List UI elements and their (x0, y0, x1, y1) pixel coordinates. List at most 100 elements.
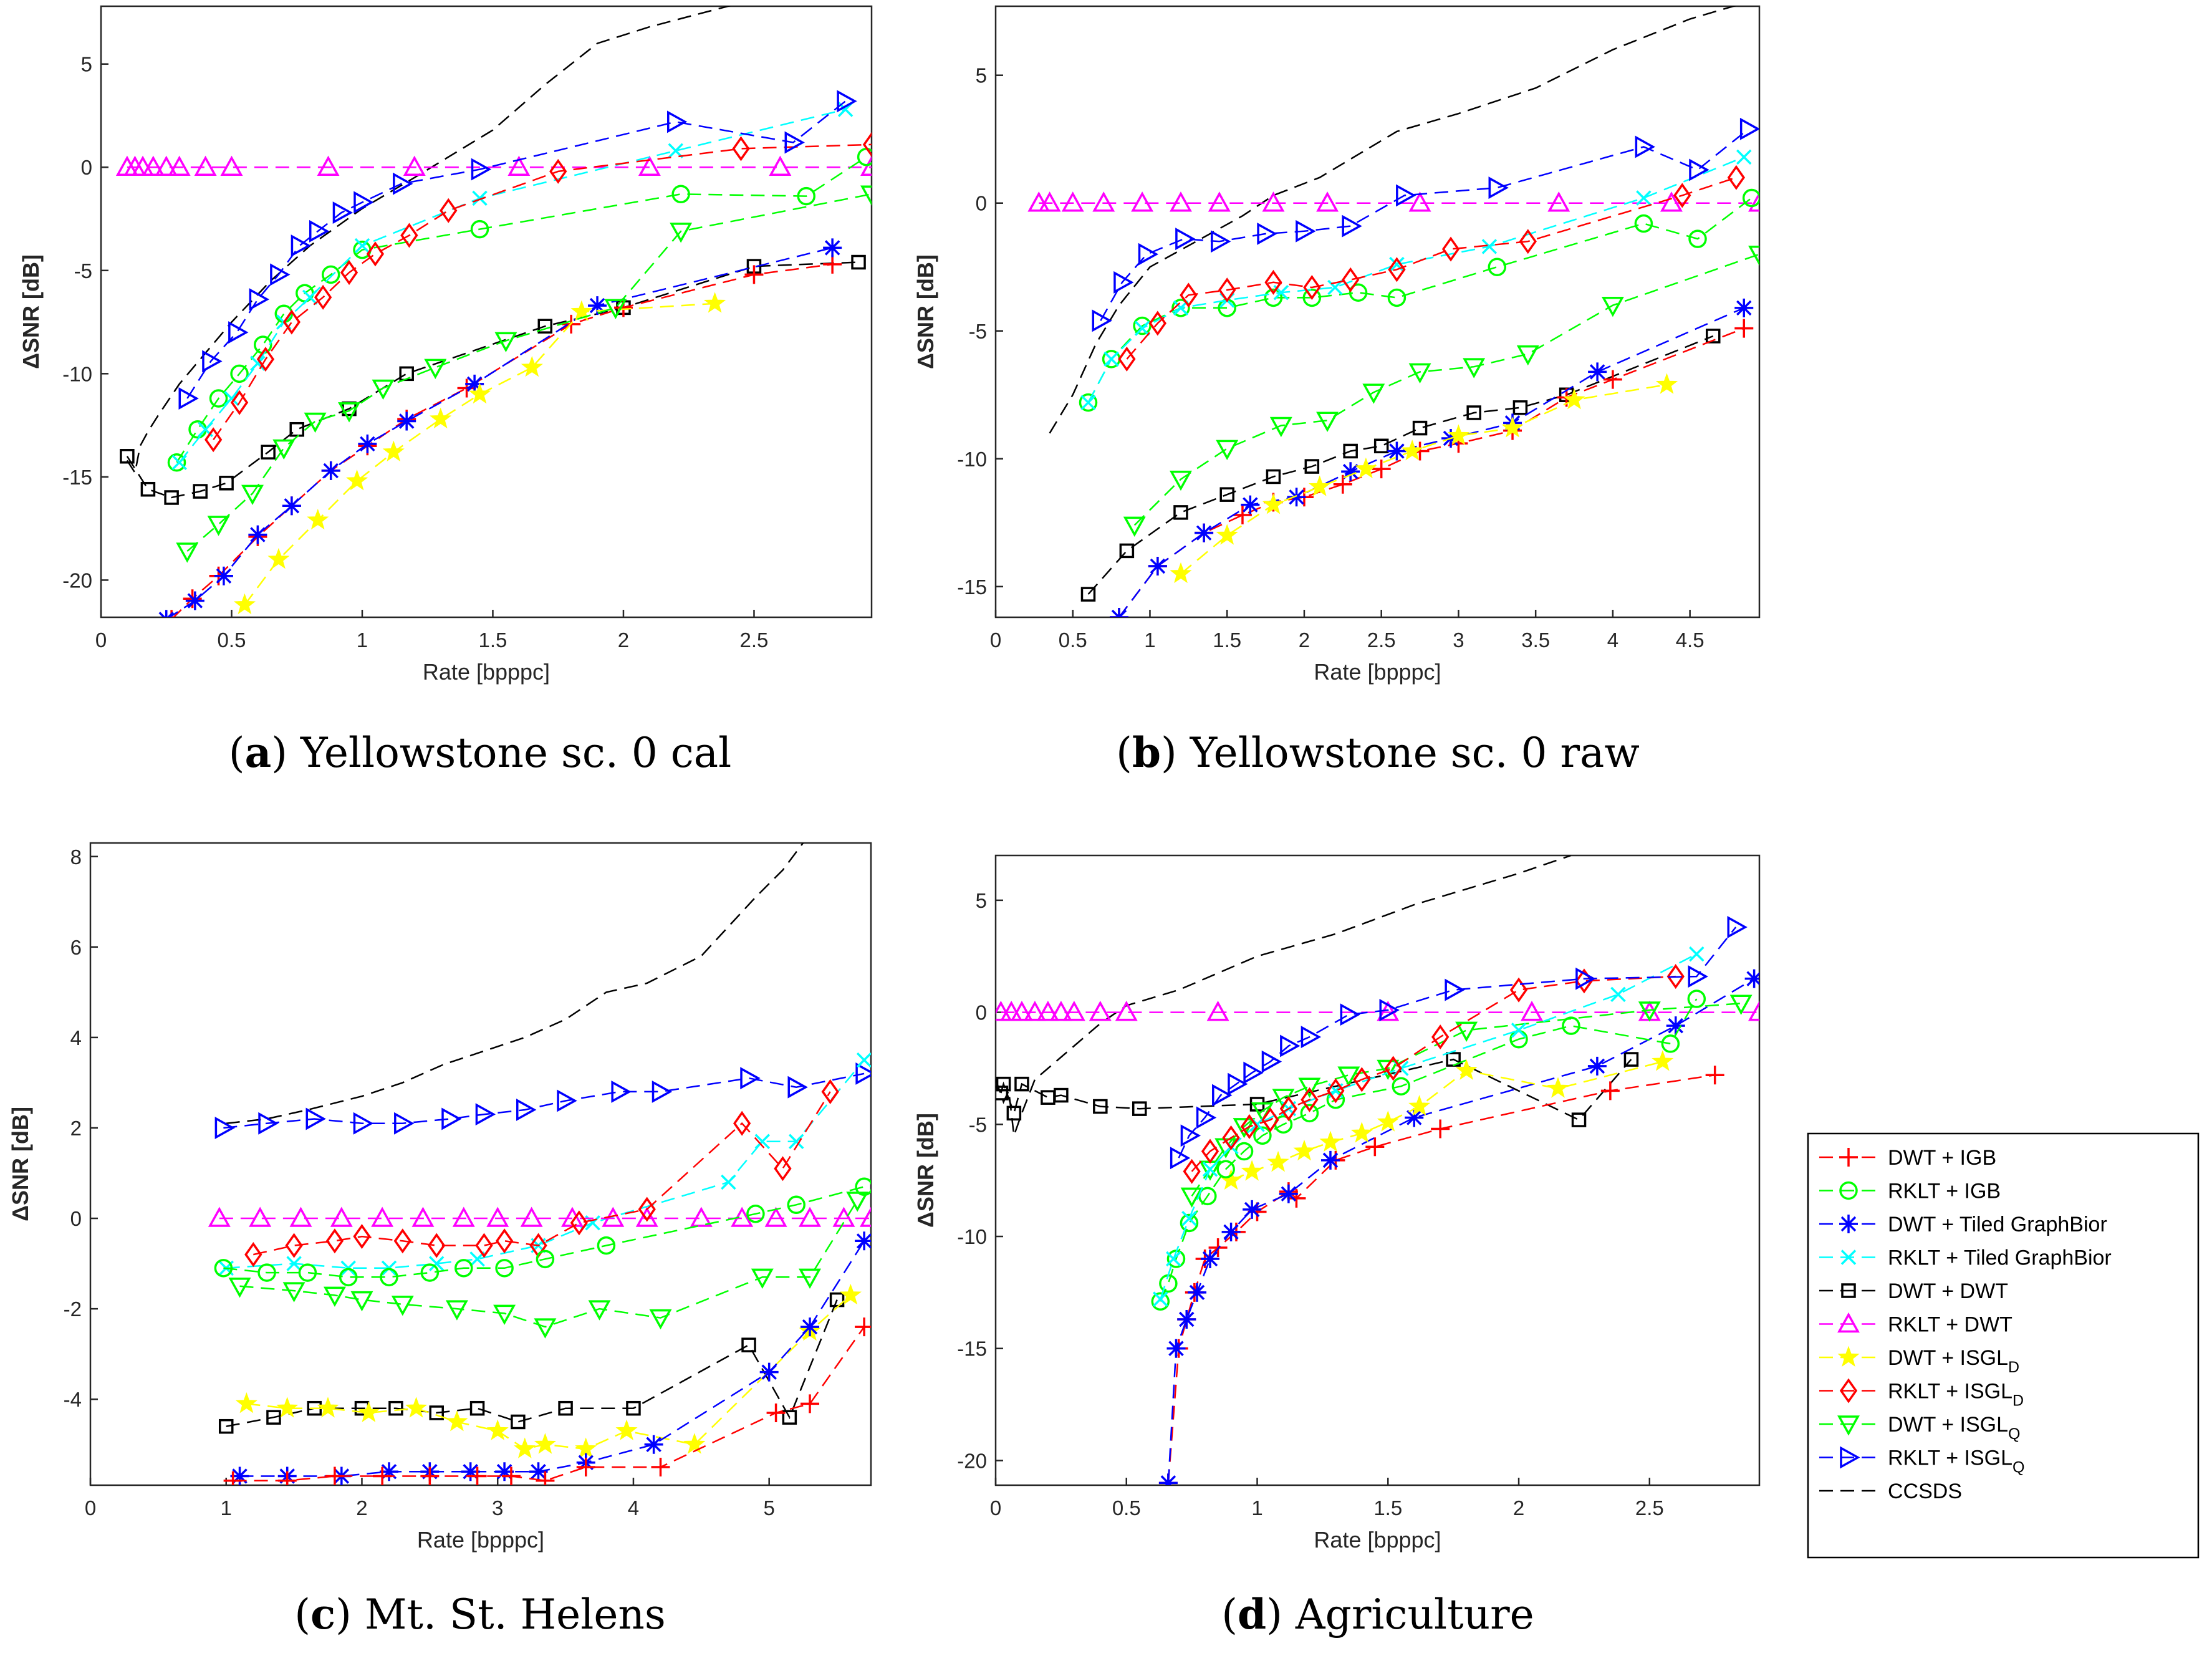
data-point-rklt-dwt (690, 1206, 713, 1227)
data-point-dwt-isgl-d (514, 1437, 536, 1458)
y-tick-label: -5 (74, 259, 92, 282)
data-point-dwt-tiled-graphbior (588, 296, 607, 315)
legend: DWT + IGB RKLT + IGB DWT + Tiled GraphBior… (1807, 1132, 2200, 1559)
data-point-dwt-dwt (399, 366, 414, 382)
series-line-rklt-igb (1160, 998, 1698, 1302)
data-point-rklt-isgl-q (1396, 184, 1416, 207)
data-point-dwt-dwt (193, 484, 208, 499)
legend-entry-rklt-igb: RKLT + IGB (1819, 1180, 2001, 1203)
y-tick-label: -10 (957, 448, 987, 471)
data-point-dwt-isgl-d (382, 440, 405, 462)
data-point-dwt-dwt (1571, 1112, 1587, 1127)
data-point-rklt-isgl-q (787, 1076, 808, 1099)
x-tick-label: 0.5 (1112, 1496, 1141, 1519)
data-point-dwt-dwt (469, 1400, 485, 1416)
data-point-rklt-dwt (168, 155, 191, 176)
data-point-dwt-isgl-q (1337, 1066, 1360, 1087)
data-point-rklt-igb (1392, 1077, 1411, 1095)
data-point-dwt-isgl-d (1350, 1122, 1373, 1143)
data-point-rklt-isgl-d (475, 1233, 493, 1258)
data-point-rklt-isgl-q (353, 191, 374, 214)
data-point-rklt-isgl-d (325, 1228, 344, 1254)
series-line-dwt-dwt (226, 1299, 838, 1427)
data-point-rklt-isgl-d (314, 284, 332, 310)
data-point-rklt-isgl-q (1739, 117, 1759, 140)
data-point-dwt-isgl-q (1298, 1077, 1321, 1098)
data-point-dwt-isgl-d (1267, 1150, 1289, 1172)
data-point-dwt-dwt (626, 1400, 641, 1416)
data-point-dwt-dwt (537, 319, 553, 334)
data-point-dwt-tiled-graphbior (1341, 462, 1360, 481)
data-point-rklt-igb (1687, 989, 1706, 1008)
x-tick-label: 2 (1299, 628, 1310, 652)
data-point-dwt-igb (1600, 1081, 1620, 1100)
data-point-rklt-dwt (860, 155, 872, 176)
x-tick-label: 0 (990, 1496, 1001, 1519)
y-axis-label: ΔSNR [dB] (7, 1107, 33, 1221)
data-point-dwt-isgl-q (1408, 363, 1431, 383)
data-point-dwt-igb (801, 1394, 820, 1413)
series-line-rklt-igb (1087, 197, 1753, 403)
x-axis-label: Rate [bpppc] (1314, 1527, 1441, 1553)
data-point-rklt-isgl-d (1441, 236, 1460, 262)
data-point-rklt-igb (1302, 288, 1322, 307)
series-line-rklt-isgl-q (1100, 128, 1749, 322)
legend-entry-dwt-isgl-q: DWT + ISGLQ (1819, 1413, 2020, 1443)
data-point-dwt-isgl-q (1455, 1021, 1478, 1042)
y-tick-label: 0 (976, 1001, 987, 1024)
legend-label: RKLT + ISGLQ (1888, 1447, 2024, 1476)
data-point-rklt-isgl-d (244, 1242, 262, 1268)
data-point-rklt-isgl-q (305, 1107, 326, 1130)
series-line-ccsds (1049, 6, 1736, 434)
data-point-dwt-dwt (1119, 543, 1135, 559)
data-point-dwt-isgl-d (1355, 457, 1377, 479)
data-point-rklt-isgl-d (353, 1224, 371, 1250)
data-point-dwt-isgl-q (670, 223, 693, 243)
series-line-ccsds (226, 843, 804, 1124)
data-point-rklt-dwt (520, 1206, 543, 1227)
legend-marker (1840, 1250, 1857, 1265)
data-point-rklt-tiled-graphbior (721, 1174, 736, 1190)
legend-label: RKLT + ISGLD (1888, 1380, 2024, 1410)
data-point-rklt-isgl-q (1488, 176, 1509, 200)
data-point-dwt-dwt (1706, 329, 1721, 344)
data-point-dwt-isgl-q (445, 1300, 468, 1321)
data-point-rklt-tiled-graphbior (856, 1052, 871, 1068)
data-point-dwt-isgl-d (1501, 416, 1524, 438)
data-point-dwt-isgl-d (446, 1410, 468, 1432)
data-point-dwt-isgl-d (267, 547, 290, 569)
y-tick-label: -5 (969, 1113, 987, 1136)
data-point-dwt-dwt (164, 490, 179, 505)
data-point-dwt-tiled-graphbior (1166, 1339, 1186, 1358)
x-tick-label: 2 (356, 1496, 367, 1519)
data-point-rklt-dwt (371, 1206, 394, 1227)
data-point-dwt-dwt (140, 481, 156, 497)
y-tick-label: 5 (976, 64, 987, 87)
data-point-dwt-dwt (261, 445, 276, 460)
data-point-dwt-tiled-graphbior (759, 1362, 779, 1382)
series-line-rklt-isgl-d (213, 143, 872, 441)
data-point-dwt-isgl-q (1251, 1102, 1274, 1123)
data-point-dwt-tiled-graphbior (823, 238, 842, 258)
data-point-dwt-igb (1734, 319, 1754, 338)
series-line-dwt-isgl-d (246, 1294, 852, 1450)
data-point-rklt-isgl-q (178, 387, 199, 410)
x-tick-label: 1 (221, 1496, 232, 1519)
data-point-dwt-dwt (219, 476, 234, 491)
data-point-rklt-isgl-d (1279, 1096, 1298, 1122)
data-point-rklt-tiled-graphbior (472, 190, 488, 206)
subfigure-caption: (b) Yellowstone sc. 0 raw (1116, 728, 1640, 777)
x-tick-label: 2.5 (1367, 628, 1396, 652)
data-point-rklt-isgl-d (1240, 1114, 1259, 1139)
legend-entry-rklt-isgl-q: RKLT + ISGLQ (1819, 1447, 2024, 1476)
y-tick-label: 0 (81, 156, 92, 179)
data-point-rklt-isgl-d (1727, 165, 1746, 190)
data-point-dwt-isgl-d (317, 1397, 339, 1418)
data-point-rklt-dwt (1748, 191, 1759, 212)
data-point-dwt-igb (1372, 460, 1391, 479)
data-point-rklt-isgl-q (1257, 222, 1277, 245)
data-point-dwt-tiled-graphbior (1221, 1222, 1241, 1241)
data-point-dwt-tiled-graphbior (1158, 1473, 1178, 1485)
chart-panel-2: 0 0.5 1 1.5 2 2.5 3 3.5 4 4.5 -15 -10 -5 0 5 Rate [bppp… (913, 5, 1761, 777)
